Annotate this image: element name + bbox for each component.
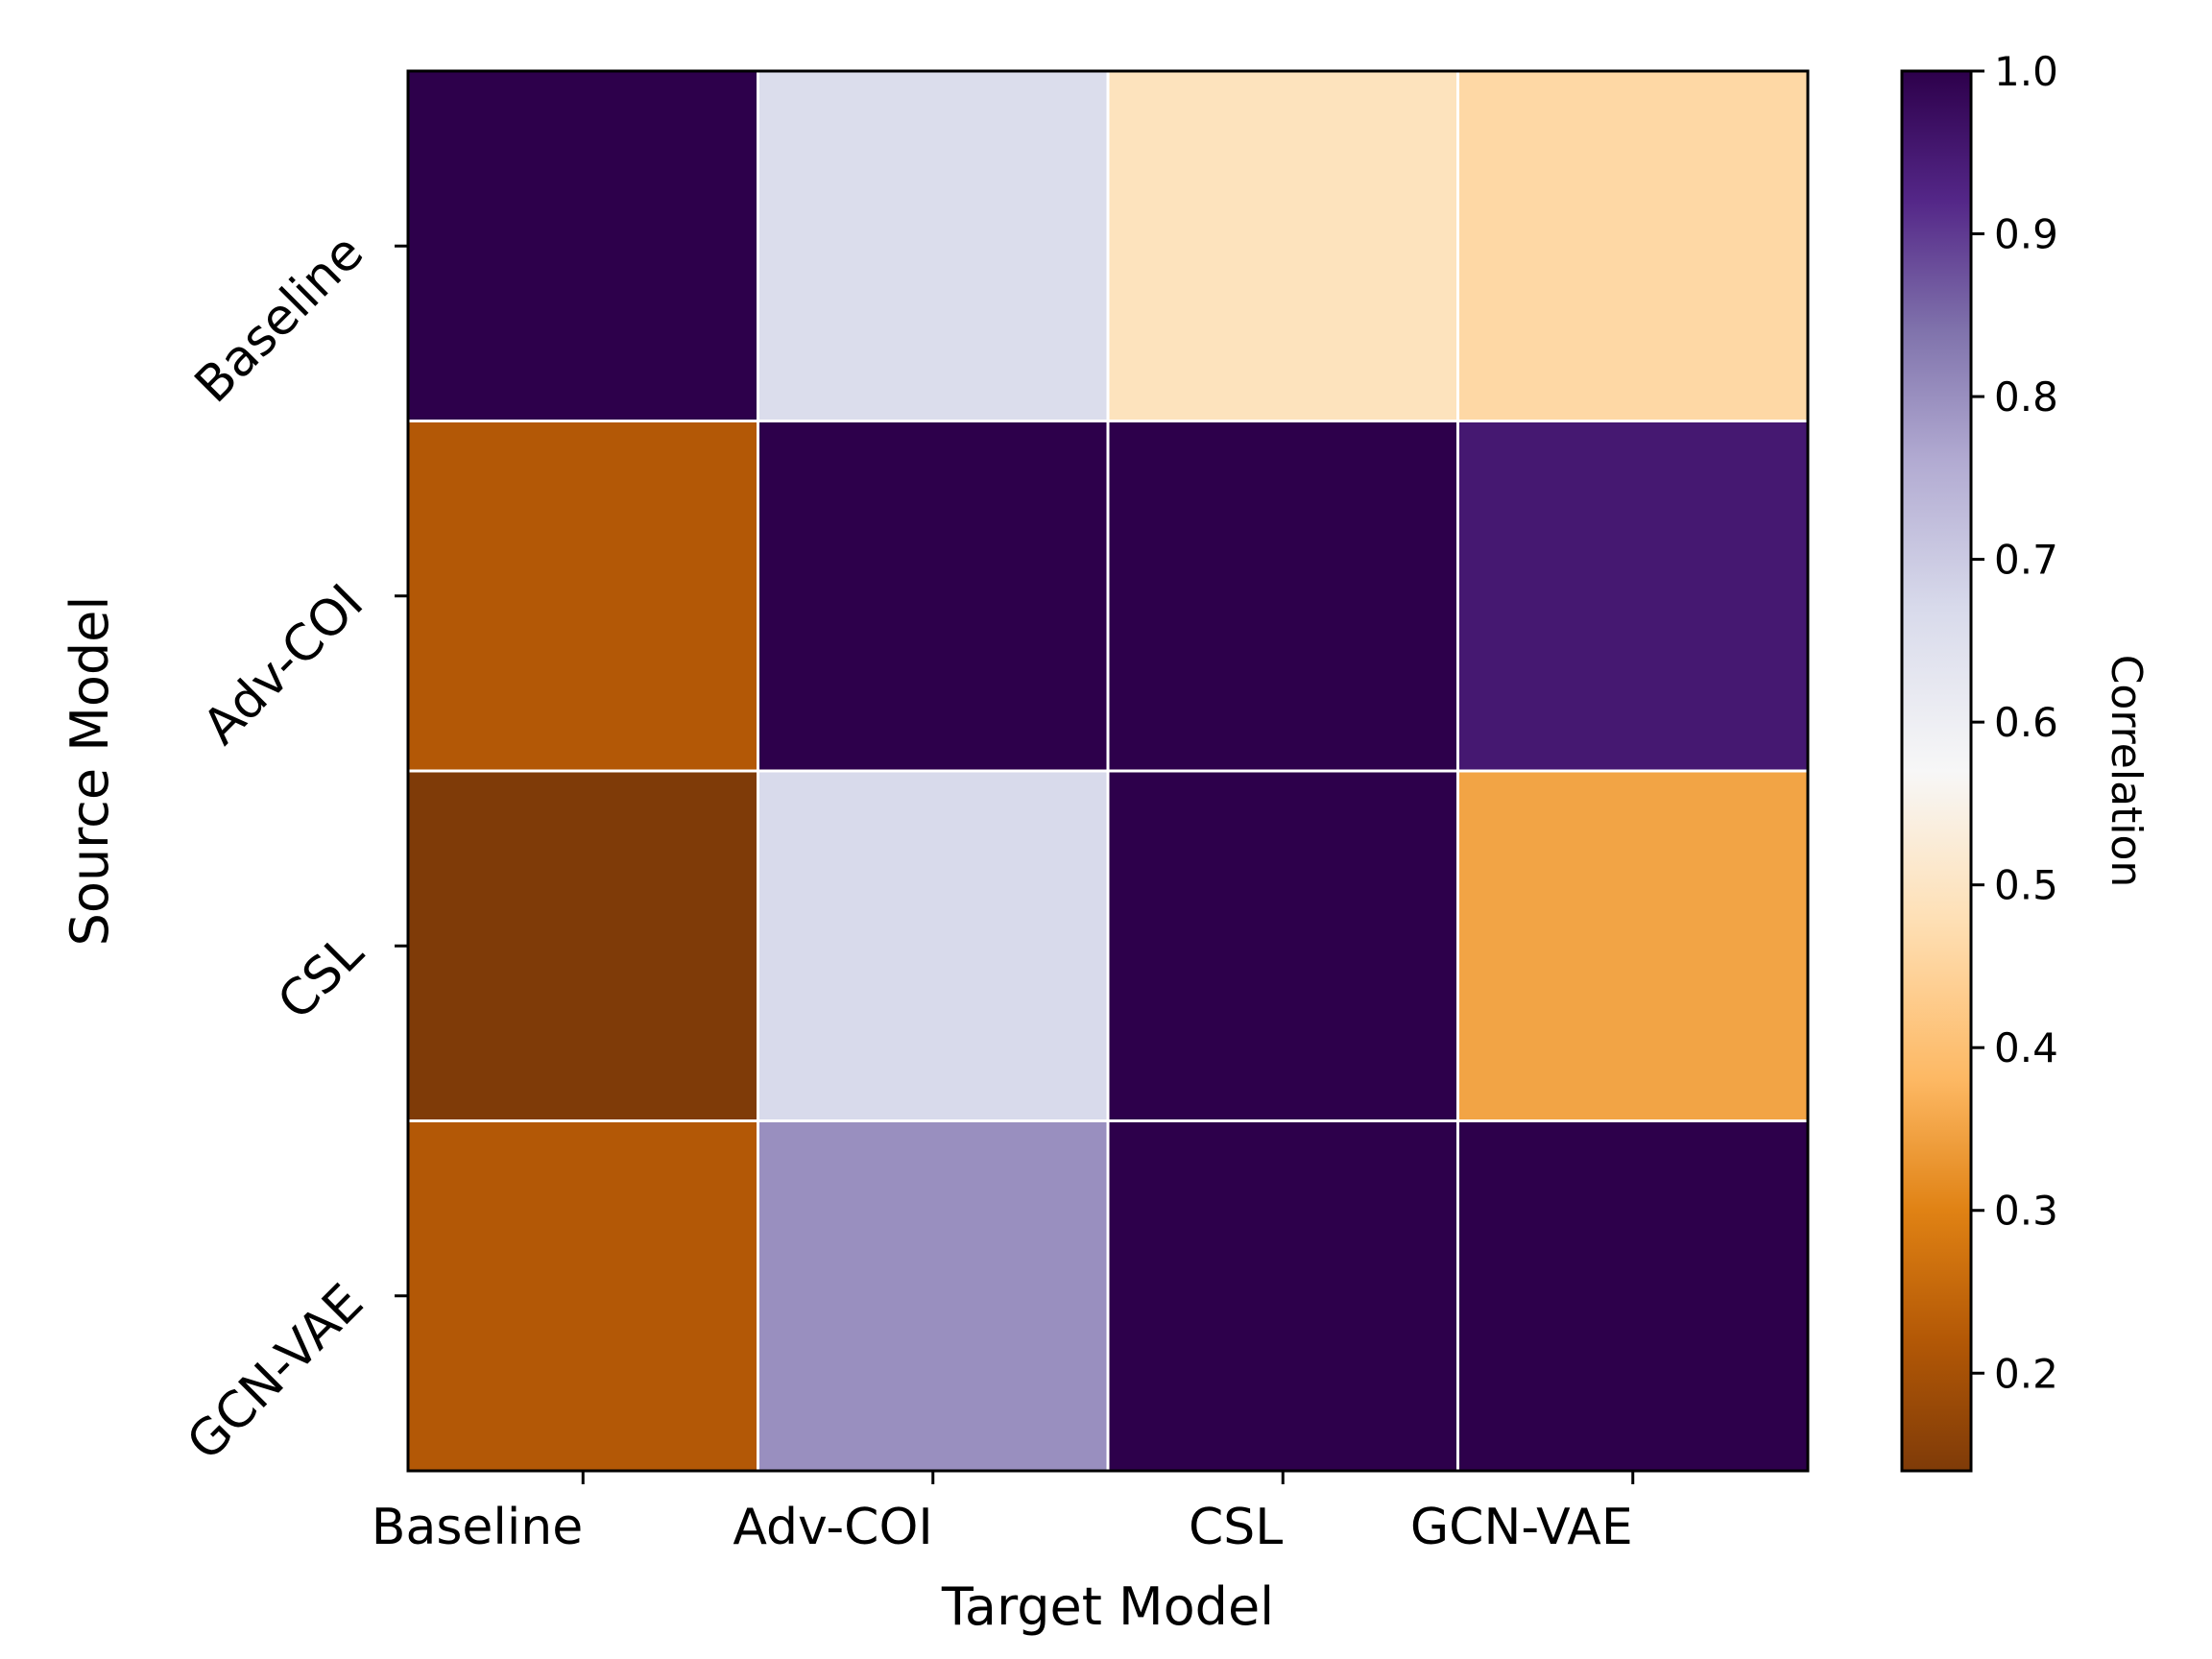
x-tick-label: Adv-COI bbox=[733, 1499, 932, 1556]
heatmap-cell bbox=[1456, 769, 1810, 1122]
colorbar-tick-label: 0.8 bbox=[1994, 373, 2058, 421]
x-tick-label: Baseline bbox=[372, 1499, 583, 1556]
heatmap-cell bbox=[1106, 69, 1459, 422]
heatmap-cell bbox=[1106, 769, 1459, 1122]
heatmap-cell bbox=[406, 769, 759, 1122]
colorbar: 0.2 0.3 0.4 0.5 0.6 0.7 0.8 0.9 1.0 Correlation bbox=[1900, 48, 2151, 1473]
x-axis-title: Target Model bbox=[941, 1576, 1274, 1637]
heatmap-cell bbox=[406, 1119, 759, 1473]
heatmap-cell bbox=[1456, 69, 1810, 422]
colorbar-tick-label: 0.4 bbox=[1994, 1024, 2058, 1071]
colorbar-tick-label: 0.9 bbox=[1994, 211, 2058, 258]
y-tick-label: Adv-COI bbox=[192, 574, 374, 757]
x-tick-label: CSL bbox=[1189, 1499, 1283, 1556]
y-tick-label: GCN-VAE bbox=[177, 1274, 374, 1472]
heatmap-cell bbox=[1106, 1119, 1459, 1473]
y-tick-label: CSL bbox=[267, 924, 374, 1031]
colorbar-title: Correlation bbox=[2102, 655, 2151, 888]
x-tick-label: GCN-VAE bbox=[1410, 1499, 1633, 1556]
heatmap-cell bbox=[757, 69, 1110, 422]
heatmap-cell bbox=[757, 1119, 1110, 1473]
heatmap-cell bbox=[757, 769, 1110, 1122]
heatmap-cell bbox=[1106, 420, 1459, 773]
plot-frame bbox=[406, 69, 1810, 1473]
heatmap-cell bbox=[406, 420, 759, 773]
colorbar-tick-label: 0.5 bbox=[1994, 862, 2058, 909]
colorbar-tick-label: 0.6 bbox=[1994, 699, 2058, 746]
colorbar-tick-label: 0.3 bbox=[1994, 1188, 2058, 1235]
colorbar-gradient bbox=[1900, 69, 1973, 1473]
colorbar-tick-label: 0.7 bbox=[1994, 537, 2058, 584]
heatmap-cell bbox=[1456, 1119, 1810, 1473]
y-axis: Baseline Adv-COI CSL GCN-VAE bbox=[177, 224, 408, 1472]
x-axis: Baseline Adv-COI CSL GCN-VAE bbox=[372, 1471, 1635, 1556]
colorbar-ticks: 0.2 0.3 0.4 0.5 0.6 0.7 0.8 0.9 1.0 bbox=[1971, 48, 2058, 1397]
heatmap-cells bbox=[406, 69, 1810, 1473]
heatmap-cell bbox=[406, 69, 759, 422]
heatmap-cell bbox=[1456, 420, 1810, 773]
colorbar-tick-label: 0.2 bbox=[1994, 1350, 2058, 1397]
y-axis-title: Source Model bbox=[60, 596, 120, 947]
y-tick-label: Baseline bbox=[184, 224, 374, 414]
heatmap-cell bbox=[757, 420, 1110, 773]
colorbar-tick-label: 1.0 bbox=[1994, 48, 2058, 95]
